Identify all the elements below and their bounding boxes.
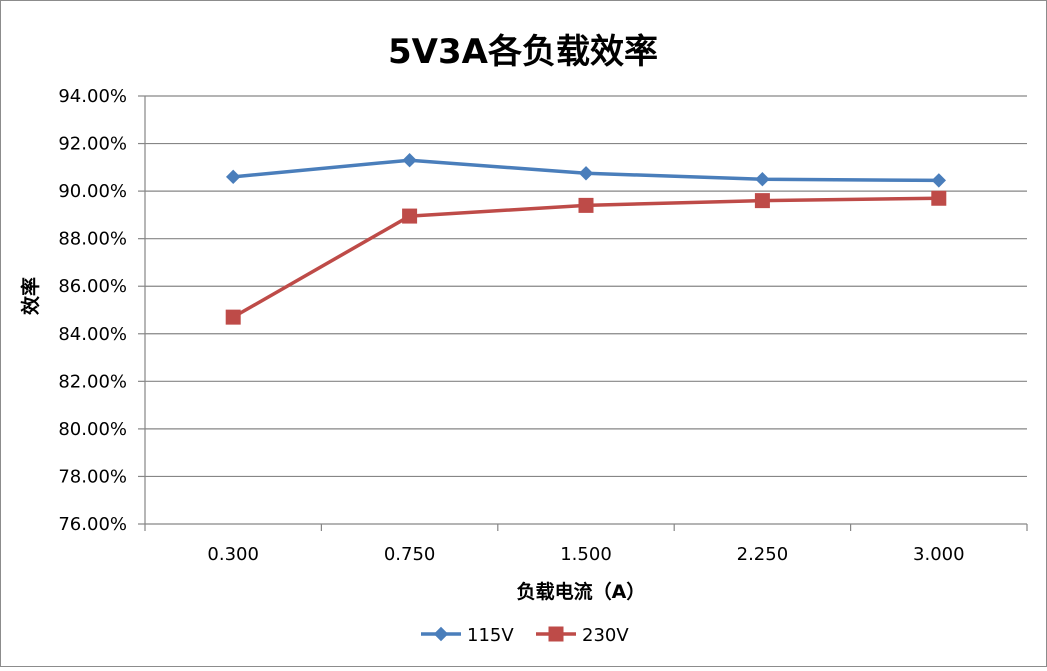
y-tick-label: 86.00% [58, 276, 127, 297]
y-axis-label: 效率 [19, 277, 42, 315]
y-tick-label: 92.00% [58, 134, 127, 155]
data-point-115V [755, 172, 770, 187]
y-tick-label: 78.00% [58, 466, 127, 487]
data-point-230V [754, 193, 770, 209]
x-tick-label: 0.300 [207, 544, 259, 565]
y-tick-label: 94.00% [58, 86, 127, 107]
data-point-115V [578, 166, 594, 181]
y-tick-label: 88.00% [58, 229, 127, 250]
x-tick-label: 2.250 [737, 544, 789, 565]
y-tick-labels: 76.00% 78.00% 80.00% 82.00% 84.00% 86.00% 88.0… [58, 86, 127, 535]
x-axis-label: 负载电流（A） [517, 580, 646, 603]
series-lines [225, 152, 947, 325]
data-point-115V [225, 169, 241, 185]
legend: 115V 230V [421, 625, 629, 646]
axes [138, 95, 1028, 531]
data-point-115V [402, 152, 417, 168]
legend-marker-115V [433, 626, 449, 642]
y-tick-label: 84.00% [58, 324, 127, 345]
series-line-230V [232, 196, 939, 319]
y-tick-label: 80.00% [58, 419, 127, 440]
data-point-115V [931, 173, 947, 188]
chart-title: 5V3A各负载效率 [388, 32, 658, 72]
y-tick-label: 76.00% [58, 514, 127, 535]
x-tick-label: 1.500 [560, 544, 612, 565]
legend-marker-230V [548, 626, 564, 642]
x-tick-label: 3.000 [913, 544, 965, 565]
legend-label-115V: 115V [467, 625, 514, 646]
gridlines [145, 95, 1027, 478]
data-point-230V [931, 190, 947, 206]
x-tick-label: 0.750 [384, 544, 436, 565]
data-point-230V [578, 197, 594, 213]
x-tick-labels: 0.300 0.750 1.500 2.250 3.000 [207, 544, 964, 565]
data-point-230V [225, 309, 241, 325]
y-tick-label: 90.00% [58, 181, 127, 202]
data-point-230V [402, 208, 418, 224]
y-tick-label: 82.00% [58, 371, 127, 392]
legend-label-230V: 230V [582, 625, 629, 646]
